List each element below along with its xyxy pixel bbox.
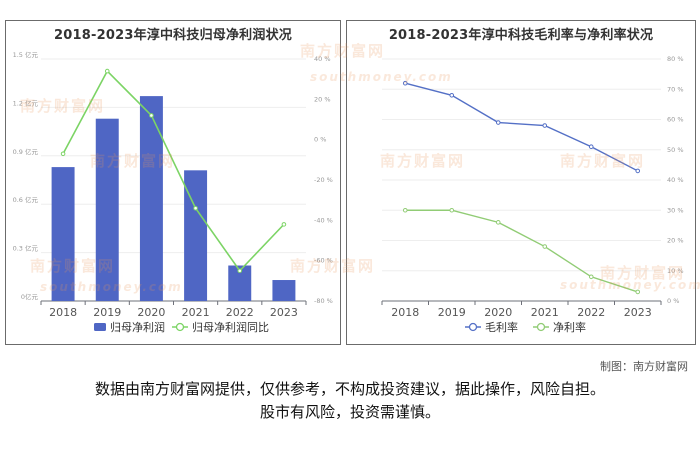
line-net-margin — [405, 209, 638, 293]
y-tick-label-right: 40 % — [667, 176, 684, 184]
disclaimer-line-1: 数据由南方财富网提供，仅供参考，不构成投资建议，据此操作，风险自担。 — [94, 380, 605, 398]
y-tick-label-right: 20 % — [314, 95, 331, 103]
y-tick-label-left: 0.3 亿元 — [13, 244, 39, 253]
net-profit-chart: 0亿元 0.3 亿元 0.6 亿元 0.9 亿元 1.2 亿元 1.5 亿元 -80 % -6… — [13, 50, 333, 334]
x-tick-label: 2018 — [49, 306, 77, 319]
legend-swatch-marker — [175, 322, 185, 332]
point-gross-margin — [635, 168, 641, 174]
y-tick-label-right: 40 % — [314, 55, 331, 63]
point-net-margin — [542, 244, 548, 249]
point-net-margin — [635, 289, 641, 295]
margin-chart-panel: 2018-2023年淳中科技毛利率与净利率状况 0 % 10 % 20 % 30 % 4… — [346, 20, 696, 345]
legend-label: 归母净利润同比 — [192, 320, 269, 334]
chart-credit: 制图：南方财富网 — [600, 360, 688, 373]
bar-net-profit — [139, 96, 163, 302]
y-tick-label-left: 1.5 亿元 — [13, 50, 39, 59]
point-gross-margin — [588, 144, 594, 150]
x-tick-label: 2020 — [137, 306, 165, 319]
point-net-margin — [449, 207, 455, 213]
point-yoy-growth — [193, 205, 198, 211]
bar-net-profit — [272, 280, 296, 301]
point-gross-margin — [402, 80, 408, 86]
y-tick-label-right: 50 % — [667, 146, 684, 154]
bar-net-profit — [95, 118, 119, 302]
legend-swatch-marker — [468, 322, 478, 332]
x-tick-label: 2023 — [270, 306, 298, 319]
legend-swatch-marker — [536, 322, 546, 332]
point-yoy-growth — [281, 222, 287, 227]
legend-label: 毛利率 — [485, 320, 518, 334]
y-tick-label-left: 1.2 亿元 — [13, 98, 39, 107]
point-yoy-growth — [60, 151, 66, 157]
x-tick-label: 2018 — [391, 306, 419, 319]
y-tick-label-left: 0.6 亿元 — [13, 195, 39, 204]
bar-net-profit — [51, 167, 75, 301]
x-tick-label: 2022 — [577, 306, 605, 319]
legend-swatch-bar — [94, 323, 106, 331]
point-net-margin — [588, 274, 594, 280]
margin-chart: 0 % 10 % 20 % 30 % 40 % 50 % 60 % 70 % 80 % 2018 2… — [381, 55, 684, 334]
point-net-margin — [402, 207, 408, 213]
x-tick-label: 2023 — [624, 306, 652, 319]
y-tick-label-left: 0.9 亿元 — [13, 147, 39, 156]
y-tick-label-right: 60 % — [667, 116, 684, 124]
x-tick-label: 2022 — [226, 306, 254, 319]
y-tick-label-right: 10 % — [667, 267, 684, 275]
chart-title: 2018-2023年淳中科技归母净利润状况 — [54, 28, 292, 43]
net-profit-chart-panel: 2018-2023年淳中科技归母净利润状况 0亿元 0.3 亿元 0.6 亿元 0.9… — [5, 20, 341, 345]
y-tick-label-right: -60 % — [314, 257, 333, 265]
point-yoy-growth — [104, 68, 110, 74]
line-gross-margin — [405, 82, 639, 172]
y-tick-label-right: -80 % — [314, 297, 333, 305]
point-gross-margin — [495, 120, 501, 125]
y-tick-label-right: -20 % — [314, 176, 333, 184]
y-tick-label-right: -40 % — [314, 216, 333, 224]
line-yoy-growth — [62, 69, 285, 273]
x-tick-label: 2020 — [484, 306, 512, 319]
x-tick-label: 2019 — [93, 306, 121, 319]
x-tick-label: 2021 — [182, 306, 210, 319]
y-tick-label-right: 20 % — [667, 237, 684, 245]
point-net-margin — [495, 220, 501, 225]
y-tick-label-right: 70 % — [667, 85, 684, 93]
chart-title: 2018-2023年淳中科技毛利率与净利率状况 — [388, 28, 654, 43]
y-tick-label-left: 0亿元 — [21, 292, 39, 301]
y-tick-label-right: 0 % — [667, 297, 679, 305]
disclaimer-line-2: 股市有风险，投资需谨慎。 — [259, 403, 440, 421]
point-yoy-growth — [149, 113, 154, 118]
y-tick-label-right: 30 % — [667, 206, 684, 214]
point-gross-margin — [542, 123, 548, 128]
legend-label: 净利率 — [553, 320, 586, 334]
bar-net-profit — [184, 170, 208, 301]
x-tick-label: 2019 — [438, 306, 466, 319]
point-yoy-growth — [237, 268, 243, 274]
bar-net-profit — [228, 265, 252, 301]
y-tick-label-right: 0 % — [314, 136, 326, 144]
y-tick-label-right: 80 % — [667, 55, 684, 63]
point-gross-margin — [449, 93, 455, 98]
legend-label: 归母净利润 — [110, 320, 165, 334]
x-tick-label: 2021 — [531, 306, 559, 319]
